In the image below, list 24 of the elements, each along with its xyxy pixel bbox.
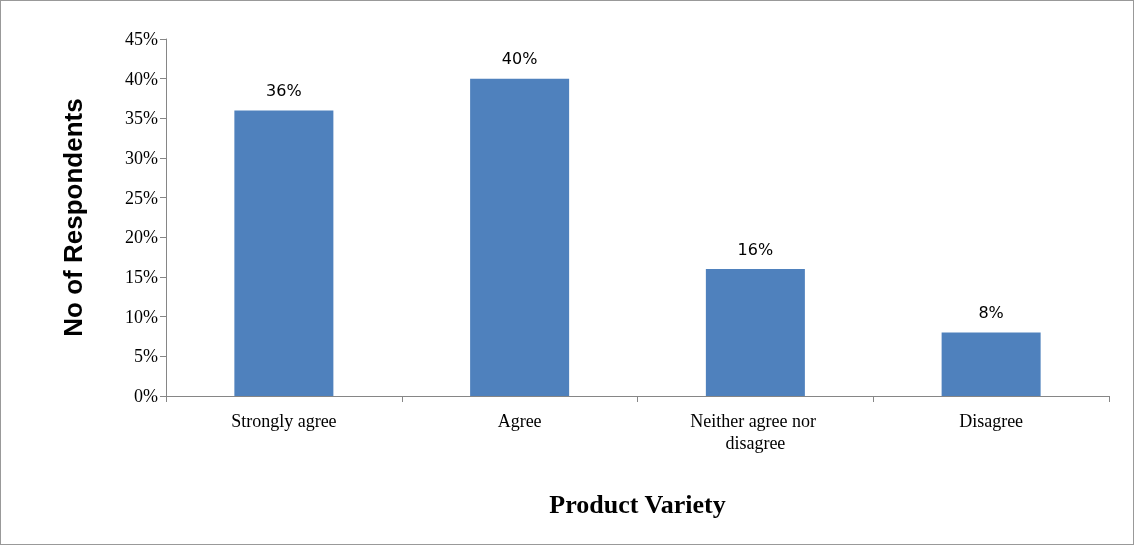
y-axis-title: No of Respondents (58, 98, 88, 337)
data-label: 16% (737, 239, 774, 259)
y-tick-label: 10% (125, 306, 158, 327)
y-tick-label: 20% (125, 227, 158, 248)
y-tick-label: 25% (125, 187, 158, 208)
x-tick-label: Agree (497, 411, 542, 431)
x-tick-label: Disagree (959, 411, 1024, 431)
bar (470, 78, 570, 396)
x-tick-label: Neither agree nor disagree (690, 411, 821, 453)
y-tick-label: 0% (134, 386, 158, 406)
x-axis-title: Product Variety (549, 489, 726, 519)
bar (705, 269, 805, 396)
x-tick-label: Strongly agree (231, 411, 337, 431)
bar (941, 332, 1041, 396)
y-tick-label: 30% (125, 148, 158, 168)
y-tick-label: 35% (125, 108, 158, 129)
data-label: 40% (501, 49, 538, 69)
y-tick-label: 5% (134, 346, 158, 367)
bar (234, 110, 334, 396)
data-label: 8% (978, 303, 1004, 323)
data-label: 36% (266, 80, 302, 100)
y-tick-label: 40% (125, 68, 158, 89)
y-tick-label: 45% (125, 29, 158, 49)
y-tick-label: 15% (125, 267, 158, 287)
